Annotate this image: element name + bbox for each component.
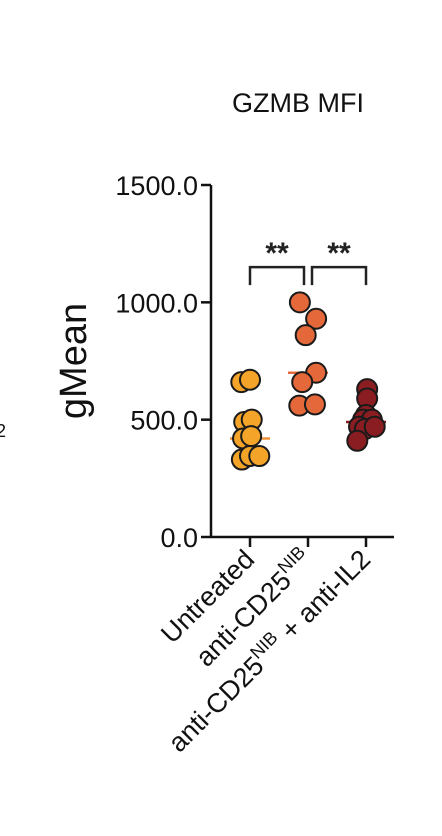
significance-bracket	[310, 265, 368, 286]
data-point	[303, 393, 326, 416]
data-point	[288, 291, 311, 314]
data-point	[291, 371, 314, 394]
y-tick-label: 1500.0	[115, 171, 198, 201]
data-point	[239, 368, 261, 391]
chart-title: GZMB MFI	[232, 88, 364, 118]
data-point	[305, 307, 328, 330]
data-point	[248, 445, 271, 468]
edge-fragment-text: 2	[0, 421, 6, 441]
y-tick-label: 500.0	[130, 406, 198, 436]
data-point	[346, 429, 369, 452]
y-axis-label: gMean	[53, 303, 95, 419]
significance-label: **	[265, 237, 289, 270]
significance-label: **	[327, 237, 351, 270]
data-point	[240, 425, 263, 448]
data-point	[294, 324, 317, 347]
y-tick-label: 0.0	[160, 523, 198, 553]
data-point	[363, 415, 386, 438]
y-tick-label: 1000.0	[115, 288, 198, 318]
significance-bracket	[248, 265, 306, 286]
